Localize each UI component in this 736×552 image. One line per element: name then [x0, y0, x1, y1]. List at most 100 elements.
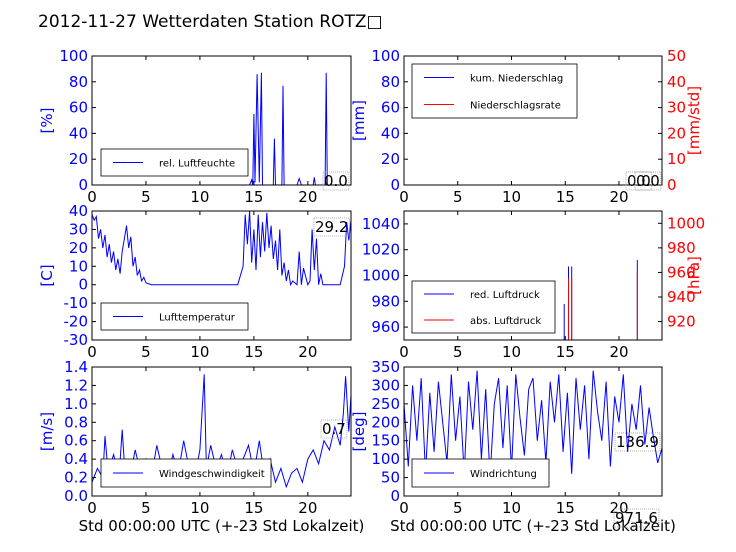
legend-box: [100, 148, 249, 177]
current-value-readout: 136.9: [616, 433, 659, 451]
x-tick-label: 20: [609, 188, 628, 206]
current-value-box: [614, 432, 661, 452]
x-tick-label: 15: [244, 343, 263, 361]
legend-label: Windrichtung: [470, 469, 537, 480]
y-tick-label: 30: [69, 220, 88, 238]
y-tick-label: 960: [371, 318, 400, 336]
x-axis-label: Std 00:00:00 UTC (+-23 Std Lokalzeit): [79, 517, 365, 535]
current-value-readout: 0.0: [324, 172, 348, 190]
y-tick-label: 0.8: [64, 413, 88, 431]
plot-frame: [91, 210, 352, 341]
x-tick-label: 5: [141, 188, 151, 206]
x-tick-label: 10: [190, 499, 209, 517]
y-tick-label: 1.4: [64, 358, 88, 376]
chart-precipitation: 0 5 10 15 20 0 20 40 60 80 100 0 10 20 30 40 50 [mm] [mm/s…: [350, 47, 703, 206]
y-right-axis-label: [hPa]: [685, 256, 703, 295]
y-axis-label: [%]: [38, 108, 56, 134]
legend-label: rel. Luftfeuchte: [159, 159, 235, 170]
y-tick-label: 0.4: [64, 450, 88, 468]
y-tick-label: 20: [69, 150, 88, 168]
x-tick-label: 20: [609, 343, 628, 361]
current-value-readout: 0.0: [627, 172, 651, 190]
y-right-tick-label: 960: [667, 263, 696, 281]
x-tick-label: 15: [556, 343, 575, 361]
legend: rel. Luftfeuchte: [100, 148, 249, 177]
y-tick-label: 1040: [362, 215, 400, 233]
plot-frame: [403, 366, 663, 497]
y-tick-label: -20: [64, 313, 89, 331]
chart-humidity: 0 5 10 15 20 0 20 40 60 80 100 [%] rel. Luftfeuchte 0…: [38, 47, 352, 206]
y-tick-label: 1.2: [64, 376, 88, 394]
x-tick-label: 15: [244, 188, 263, 206]
y-tick-label: 1000: [362, 267, 400, 285]
y-tick-label: 300: [371, 376, 400, 394]
y-tick-label: 0: [390, 487, 400, 505]
y-tick-label: 60: [381, 99, 400, 117]
chart-pressure: 0 5 10 15 20 960 980 1000 1020 1040 920 940 960 980 10…: [362, 210, 705, 361]
y-tick-label: 60: [69, 99, 88, 117]
x-tick-label: 0: [399, 343, 409, 361]
current-value-readout: 0.7: [322, 420, 346, 438]
x-tick-label: 15: [556, 188, 575, 206]
plot-frame: [91, 55, 352, 186]
legend-label: Windgeschwindigkeit: [159, 469, 265, 480]
x-tick-label: 20: [298, 499, 317, 517]
y-tick-label: 10: [69, 257, 88, 275]
y-tick-label: 0: [390, 176, 400, 194]
y-right-tick-label: 10: [667, 150, 686, 168]
plot-frame: [403, 55, 663, 186]
y-axis-label: [m/s]: [38, 412, 56, 451]
x-tick-label: 10: [190, 188, 209, 206]
y-right-tick-label: 50: [667, 47, 686, 65]
current-value-box: [625, 171, 653, 191]
y-tick-label: 100: [59, 47, 88, 65]
legend: kum. Niederschlag Niederschlagsrate: [411, 63, 578, 119]
y-tick-label: 980: [371, 292, 400, 310]
x-tick-label: 10: [502, 343, 521, 361]
legend: Lufttemperatur: [100, 302, 249, 331]
x-tick-label: 0: [87, 188, 97, 206]
y-tick-label: 80: [69, 73, 88, 91]
legend-box: [411, 280, 556, 334]
x-tick-label: 10: [190, 343, 209, 361]
y-tick-label: 40: [69, 202, 88, 220]
current-value-readout: 0.0: [636, 172, 660, 190]
y-tick-label: 100: [371, 47, 400, 65]
x-tick-label: 10: [502, 499, 521, 517]
y-tick-label: 100: [371, 450, 400, 468]
y-tick-label: 350: [371, 358, 400, 376]
x-tick-label: 0: [87, 499, 97, 517]
current-value-box: [613, 508, 660, 528]
y-right-tick-label: 0: [667, 176, 677, 194]
legend-label: abs. Luftdruck: [470, 316, 541, 327]
y-tick-label: -30: [64, 331, 89, 349]
legend-label: red. Luftdruck: [470, 290, 540, 301]
legend: Windrichtung: [411, 458, 550, 488]
plot-frame: [91, 366, 352, 497]
y-right-tick-label: 40: [667, 73, 686, 91]
legend-box: [411, 63, 578, 119]
current-value-box: [634, 171, 662, 191]
legend-label: Lufttemperatur: [159, 313, 236, 324]
x-tick-label: 15: [556, 499, 575, 517]
x-tick-label: 20: [298, 343, 317, 361]
chart-windspeed: 0 5 10 15 20 0.00.20.40.60.81.01.21.4 [m/s] Std…: [38, 358, 364, 535]
series-line-temperature-0: [92, 211, 351, 287]
current-value-box: [313, 217, 350, 237]
x-tick-label: 20: [298, 188, 317, 206]
current-value-box: [320, 419, 348, 439]
y-right-tick-label: 1000: [667, 214, 705, 232]
y-tick-label: 0: [78, 176, 88, 194]
y-tick-label: 1.0: [64, 395, 88, 413]
y-axis-label: [C]: [38, 264, 56, 286]
series-line-pressure-0: [563, 260, 638, 340]
legend: red. Luftdruck abs. Luftdruck: [411, 280, 556, 334]
x-tick-label: 10: [502, 188, 521, 206]
current-value-readout: 29.2: [315, 218, 348, 236]
y-tick-label: 20: [69, 239, 88, 257]
y-tick-label: 200: [371, 413, 400, 431]
x-axis-label: Std 00:00:00 UTC (+-23 Std Lokalzeit): [390, 517, 676, 535]
y-tick-label: 0.2: [64, 469, 88, 487]
